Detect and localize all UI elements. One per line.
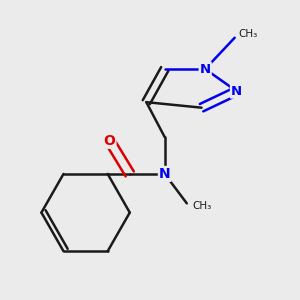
Text: N: N xyxy=(200,62,211,76)
Text: O: O xyxy=(103,134,116,148)
Text: CH₃: CH₃ xyxy=(192,201,212,211)
Text: CH₃: CH₃ xyxy=(238,29,258,39)
Text: N: N xyxy=(159,167,170,181)
Text: N: N xyxy=(231,85,242,98)
